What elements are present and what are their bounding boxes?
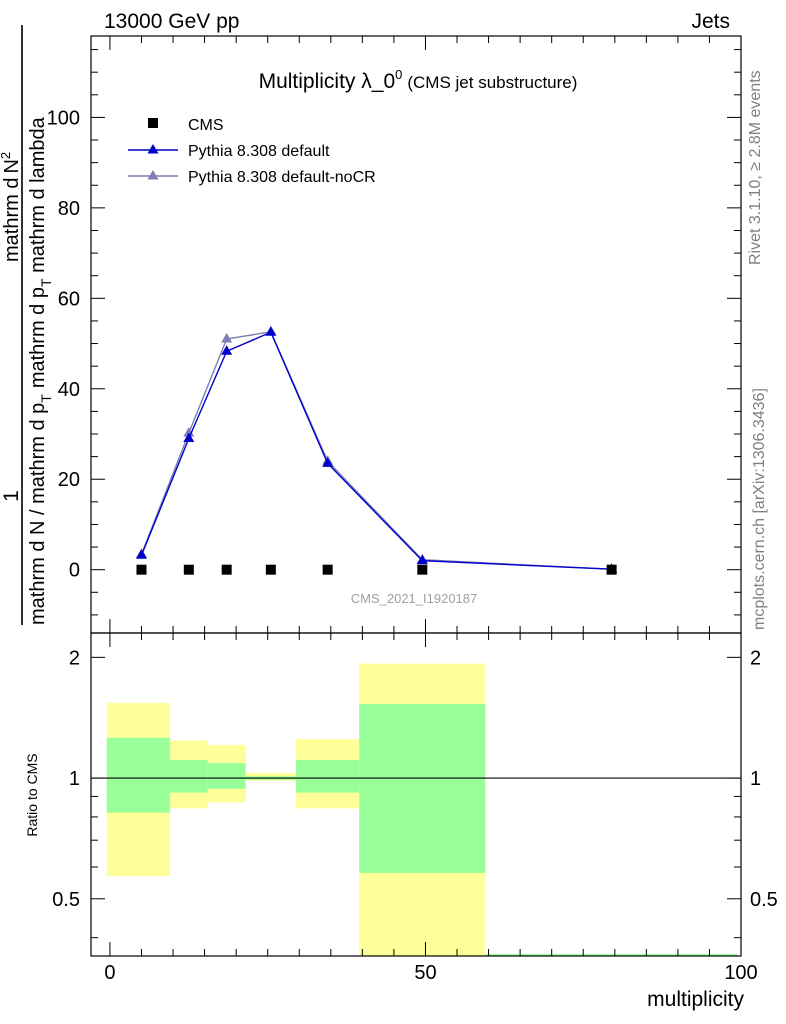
ratio-bands — [106, 663, 738, 956]
main-ticks: 0 20 40 60 80 100 — [47, 36, 742, 633]
series-nocr-point — [221, 333, 233, 343]
ratio-panel: 0.5 0.5 1 1 2 2 — [52, 632, 778, 957]
ratio-frame — [90, 632, 742, 957]
ylabel-num-d: mathrm d lambda — [27, 116, 49, 278]
ratio-ytick-label-right: 2 — [750, 647, 761, 669]
main-ytick-label: 80 — [58, 198, 80, 220]
series-default-point — [416, 554, 428, 565]
legend-label-cms: CMS — [188, 117, 224, 134]
ratio-ytick-label-left: 0.5 — [52, 889, 80, 911]
ylabel-num-sup: 2 — [0, 152, 13, 159]
cms-data-point — [221, 564, 232, 575]
series-default-point — [135, 549, 147, 559]
legend-marker-default — [147, 144, 159, 154]
x-tick-label: 50 — [414, 962, 436, 984]
main-ytick-label: 40 — [58, 379, 80, 401]
ratio-ytick-label-right: 1 — [750, 768, 761, 790]
cms-data-point — [136, 564, 147, 575]
main-ytick-label: 100 — [47, 107, 80, 129]
header-left: 13000 GeV pp — [104, 10, 239, 33]
main-series — [135, 325, 618, 575]
ylabel-num-b: N — [1, 159, 23, 173]
series-nocr-point — [183, 427, 195, 437]
ratio-band-inner — [359, 703, 486, 873]
x-tick-label: 100 — [724, 962, 757, 984]
ratio-ytick-label-right: 0.5 — [750, 889, 778, 911]
ratio-band-inner — [169, 759, 208, 793]
analysis-watermark: CMS_2021_I1920187 — [351, 591, 478, 606]
ratio-band-inner — [106, 737, 170, 813]
cms-data-point — [417, 564, 428, 575]
source-label: mcplots.cern.ch [arXiv:1306.3436] — [751, 388, 768, 630]
ylabel-den-sub: T — [38, 394, 54, 403]
cms-data-point — [606, 564, 617, 575]
ylabel-den-text: mathrm d N / mathrm d p — [27, 403, 49, 625]
series-default-point — [183, 432, 195, 443]
title-main: Multiplicity λ_0 — [259, 70, 396, 93]
x-tick-label: 0 — [104, 962, 115, 984]
ratio-band-inner — [207, 763, 246, 789]
header-right: Jets — [691, 10, 730, 33]
ylabel-num-a: mathrm d — [1, 178, 23, 262]
series-default-point — [221, 345, 233, 355]
ratio-ytick-label-left: 2 — [69, 647, 80, 669]
series-nocr-line — [140, 331, 612, 570]
main-ytick-label: 60 — [58, 288, 80, 310]
ylabel-numerator: mathrm d N2 — [0, 152, 23, 262]
series-default-point — [265, 326, 277, 336]
cms-data-point — [183, 564, 194, 575]
ylabel-one: 1 — [0, 490, 23, 502]
ylabel-denominator: mathrm d N / mathrm d pTmathrm d pT math… — [27, 116, 54, 625]
ylabel-num-sub: T — [38, 278, 54, 287]
ratio-ytick-label-left: 1 — [69, 768, 80, 790]
legend-label-nocr: Pythia 8.308 default-noCR — [188, 169, 376, 186]
legend-marker-cms — [148, 118, 158, 128]
x-tick-labels: 0 50 100 — [104, 962, 757, 984]
main-ylabel: 1 mathrm d N / mathrm d pTmathrm d pT ma… — [0, 25, 54, 625]
legend-label-default: Pythia 8.308 default — [188, 143, 330, 160]
title-sup: 0 — [395, 67, 402, 82]
legend-marker-nocr — [147, 170, 159, 180]
main-ytick-label: 20 — [58, 469, 80, 491]
ratio-ylabel: Ratio to CMS — [24, 753, 40, 836]
legend: CMS Pythia 8.308 default Pythia 8.308 de… — [128, 117, 376, 186]
ratio-ticks: 0.5 0.5 1 1 2 2 — [52, 633, 778, 956]
series-default-point — [322, 457, 334, 467]
main-ytick-label: 0 — [69, 560, 80, 582]
series-default-line — [140, 331, 612, 570]
cms-data-point — [265, 564, 276, 575]
ylabel-num-c: mathrm d p — [27, 287, 49, 388]
chart-title: Multiplicity λ_00 (CMS jet substructure) — [259, 67, 578, 93]
rivet-label: Rivet 3.1.10, ≥ 2.8M events — [747, 70, 764, 265]
x-axis-label: multiplicity — [647, 988, 744, 1011]
cms-data-point — [322, 564, 333, 575]
ratio-band-inner — [296, 759, 360, 793]
title-subtitle: (CMS jet substructure) — [407, 73, 577, 92]
